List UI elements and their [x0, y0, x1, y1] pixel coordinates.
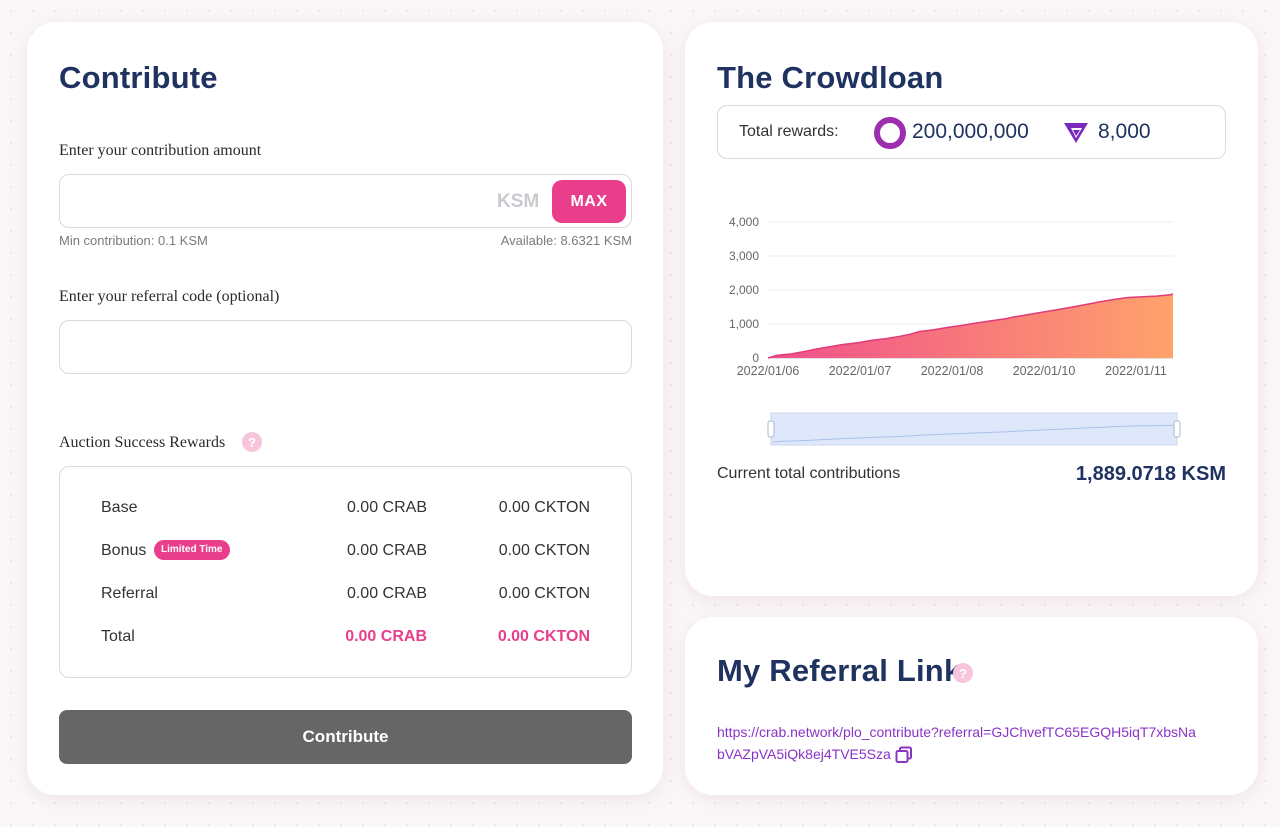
y-tick-label: 2,000: [729, 283, 759, 297]
x-tick-label: 2022/01/11: [1105, 364, 1167, 378]
crowdloan-title: The Crowdloan: [717, 60, 944, 95]
reward-crab-value: 0.00 CRAB: [346, 499, 427, 516]
x-tick-label: 2022/01/10: [1013, 364, 1076, 378]
reward-crab-value: 0.00 CRAB: [346, 585, 427, 602]
reward-row-label: Bonus: [101, 542, 147, 559]
y-tick-label: 4,000: [729, 215, 759, 229]
amount-input[interactable]: KSM MAX: [59, 174, 632, 228]
reward-crab-total: 0.00 CRAB: [345, 628, 427, 645]
crab-token-icon: [874, 117, 906, 149]
referral-code-label: Enter your referral code (optional): [59, 288, 280, 305]
x-tick-label: 2022/01/08: [921, 364, 984, 378]
referral-link[interactable]: https://crab.network/plo_contribute?refe…: [717, 721, 1197, 765]
reward-row-base: Base 0.00 CRAB 0.00 CKTON: [60, 497, 631, 521]
rewards-table: Base 0.00 CRAB 0.00 CKTON Bonus Limited …: [59, 466, 632, 678]
contributions-line: [767, 293, 1174, 359]
referral-card: My Referral Link ? https://crab.network/…: [685, 617, 1258, 795]
x-axis-labels: 2022/01/06 2022/01/07 2022/01/08 2022/01/10…: [737, 364, 1167, 378]
reward-ckton-total: 0.00 CKTON: [497, 628, 590, 645]
current-contributions-value: 1,889.0718 KSM: [1075, 463, 1226, 485]
ckton-reward-amount: 8,000: [1098, 120, 1151, 143]
amount-label: Enter your contribution amount: [59, 142, 262, 159]
y-tick-label: 3,000: [729, 249, 759, 263]
current-contributions-label: Current total contributions: [717, 465, 901, 482]
reward-row-label: Referral: [101, 585, 158, 602]
total-rewards-box: Total rewards: 200,000,000 8,000: [717, 105, 1226, 159]
limited-time-badge: Limited Time: [154, 540, 230, 560]
total-rewards-label: Total rewards:: [739, 123, 839, 140]
chart-zoom-slider[interactable]: [767, 412, 1181, 446]
referral-title: My Referral Link: [717, 653, 962, 688]
crowdloan-card: The Crowdloan Total rewards: 200,000,000…: [685, 22, 1258, 596]
contribute-button[interactable]: Contribute: [59, 710, 632, 764]
reward-row-label: Base: [101, 499, 138, 516]
help-icon[interactable]: ?: [242, 432, 262, 452]
help-icon[interactable]: ?: [953, 663, 973, 683]
reward-row-total: Total 0.00 CRAB 0.00 CKTON: [60, 626, 631, 650]
crab-reward-amount: 200,000,000: [912, 120, 1029, 143]
x-tick-label: 2022/01/06: [737, 364, 800, 378]
reward-ckton-value: 0.00 CKTON: [498, 499, 590, 516]
y-tick-label: 0: [752, 351, 759, 365]
referral-code-input[interactable]: [59, 320, 632, 374]
max-button[interactable]: MAX: [552, 180, 626, 223]
ckton-token-icon: [1064, 123, 1088, 143]
reward-row-referral: Referral 0.00 CRAB 0.00 CKTON: [60, 583, 631, 607]
slider-left-handle[interactable]: [767, 420, 775, 438]
reward-row-label: Total: [101, 628, 135, 645]
y-tick-label: 1,000: [729, 317, 759, 331]
min-contribution-note: Min contribution: 0.1 KSM: [59, 233, 208, 248]
slider-right-handle[interactable]: [1173, 420, 1181, 438]
reward-crab-value: 0.00 CRAB: [346, 542, 427, 559]
contributions-area: [768, 293, 1173, 358]
contribute-card: Contribute Enter your contribution amoun…: [27, 22, 663, 795]
x-tick-label: 2022/01/07: [829, 364, 892, 378]
amount-unit: KSM: [497, 191, 540, 212]
reward-ckton-value: 0.00 CKTON: [498, 542, 590, 559]
copy-icon[interactable]: [895, 746, 913, 764]
reward-row-bonus: Bonus Limited Time 0.00 CRAB 0.00 CKTON: [60, 540, 631, 564]
y-axis-labels: 0 1,000 2,000 3,000 4,000: [729, 215, 759, 365]
referral-link-text[interactable]: https://crab.network/plo_contribute?refe…: [717, 724, 1196, 762]
available-balance: Available: 8.6321 KSM: [500, 233, 632, 248]
contribute-title: Contribute: [59, 60, 218, 95]
reward-ckton-value: 0.00 CKTON: [498, 585, 590, 602]
rewards-title: Auction Success Rewards: [59, 434, 226, 451]
